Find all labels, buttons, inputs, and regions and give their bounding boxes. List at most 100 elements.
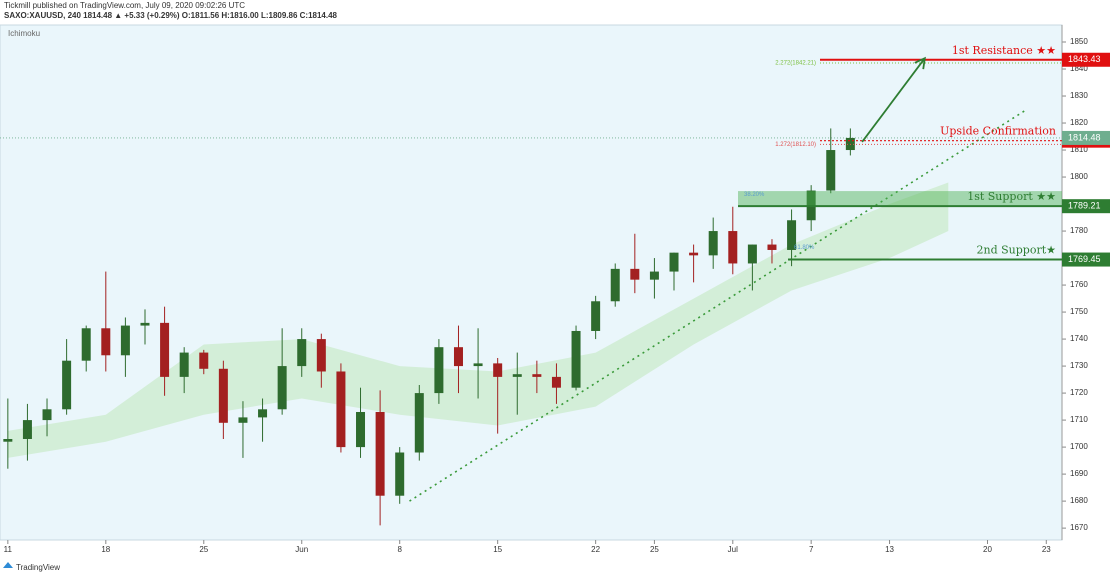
x-tick-label: 8 (397, 545, 402, 554)
arrow-head (914, 56, 926, 70)
level-name: 2nd Support★ (977, 244, 1057, 257)
candle-body (81, 328, 91, 361)
support-zone (738, 191, 1062, 207)
fib-percent: 38.20% (744, 192, 765, 198)
candle-body (179, 352, 189, 377)
candle-body (258, 409, 268, 418)
x-tick-label: Jul (728, 545, 738, 554)
candle-body (708, 231, 718, 256)
candle-body (42, 409, 52, 421)
ichimoku-cloud (7, 182, 949, 458)
y-tick-label: 1730 (1070, 361, 1088, 370)
candle-body (22, 420, 32, 439)
candle-body (669, 252, 679, 272)
y-tick-label: 1840 (1070, 64, 1088, 73)
x-tick-label: 18 (101, 545, 110, 554)
x-tick-label: 25 (650, 545, 659, 554)
x-tick-label: 25 (199, 545, 208, 554)
header: Tickmill published on TradingView.com, J… (4, 1, 245, 10)
price-label-box (1062, 252, 1110, 267)
candle-body (787, 220, 797, 250)
candle-body (62, 360, 72, 410)
y-tick-label: 1700 (1070, 442, 1088, 451)
candle-body (591, 301, 601, 331)
x-tick-label: 7 (809, 545, 814, 554)
y-tick-label: 1740 (1070, 334, 1088, 343)
logo (3, 562, 13, 568)
candle-body (199, 352, 209, 369)
y-tick-label: 1750 (1070, 307, 1088, 316)
candle-body (238, 417, 248, 423)
candle-body (140, 322, 150, 326)
candle-body (610, 268, 620, 302)
y-tick-label: 1800 (1070, 172, 1088, 181)
y-tick-label: 1720 (1070, 388, 1088, 397)
candle-body (120, 325, 130, 356)
target-arrow (861, 57, 926, 143)
level-name: Upside Confirmation (940, 125, 1056, 138)
candle-body (826, 150, 836, 191)
candle-body (532, 374, 542, 377)
indicator-label: Ichimoku (8, 29, 40, 38)
fib-percent: 61.80% (794, 245, 815, 251)
candle-body (336, 371, 346, 448)
y-tick-label: 1710 (1070, 415, 1088, 424)
price-label-box (1062, 199, 1110, 214)
candle-body (414, 393, 424, 453)
candle-body (473, 363, 483, 367)
candle-body (649, 271, 659, 280)
fib-label: 1.272(1812.10) (775, 142, 816, 148)
candle-body (512, 374, 522, 377)
x-tick-label: 23 (1042, 545, 1051, 554)
candle-body (101, 328, 111, 356)
candle-body (160, 322, 170, 377)
price-label-box (1062, 52, 1110, 67)
price-label: 1814.48 (1068, 132, 1101, 142)
plot-area (0, 24, 1063, 541)
candle-body (493, 363, 503, 377)
candle-body (434, 347, 444, 394)
x-tick-label: 13 (885, 545, 894, 554)
footer: TradingView (16, 563, 60, 572)
candle-body (218, 368, 228, 423)
candle-body (551, 376, 561, 388)
symbol-info: SAXO:XAUUSD, 240 1814.48 ▲ +5.33 (+0.29%… (4, 11, 338, 20)
y-tick-label: 1670 (1070, 523, 1088, 532)
trendline (409, 108, 1028, 502)
candle-body (297, 339, 307, 367)
candle-body (3, 438, 13, 442)
y-tick-label: 1820 (1070, 118, 1088, 127)
candle-body (453, 347, 463, 367)
price-label-box (1062, 130, 1110, 145)
candle-body (356, 411, 366, 448)
y-tick-label: 1690 (1070, 469, 1088, 478)
candle-body (316, 339, 326, 372)
y-tick-label: 1810 (1070, 145, 1088, 154)
y-tick-label: 1680 (1070, 496, 1088, 505)
candle-body (277, 366, 287, 410)
x-tick-label: 11 (4, 545, 13, 554)
x-tick-label: 22 (591, 545, 600, 554)
price-label: 1769.45 (1068, 254, 1101, 264)
price-label: 1843.43 (1068, 54, 1101, 64)
candle-body (375, 411, 385, 496)
level-name: 1st Support ★★ (967, 190, 1056, 203)
y-tick-label: 1850 (1070, 37, 1088, 46)
candle-body (395, 452, 405, 496)
candle-body (689, 252, 699, 256)
candle-body (767, 244, 777, 250)
price-label: 1789.21 (1068, 201, 1101, 211)
x-tick-label: Jun (295, 545, 308, 554)
y-tick-label: 1760 (1070, 280, 1088, 289)
candle-body (747, 244, 757, 264)
fib-label: 2.272(1842.21) (775, 61, 816, 67)
candle-body (630, 268, 640, 280)
x-tick-label: 15 (493, 545, 502, 554)
y-tick-label: 1780 (1070, 226, 1088, 235)
x-tick-label: 20 (983, 545, 992, 554)
candle-body (728, 231, 738, 264)
level-name: 1st Resistance ★★ (952, 44, 1056, 57)
y-tick-label: 1830 (1070, 91, 1088, 100)
candle-body (571, 330, 581, 388)
